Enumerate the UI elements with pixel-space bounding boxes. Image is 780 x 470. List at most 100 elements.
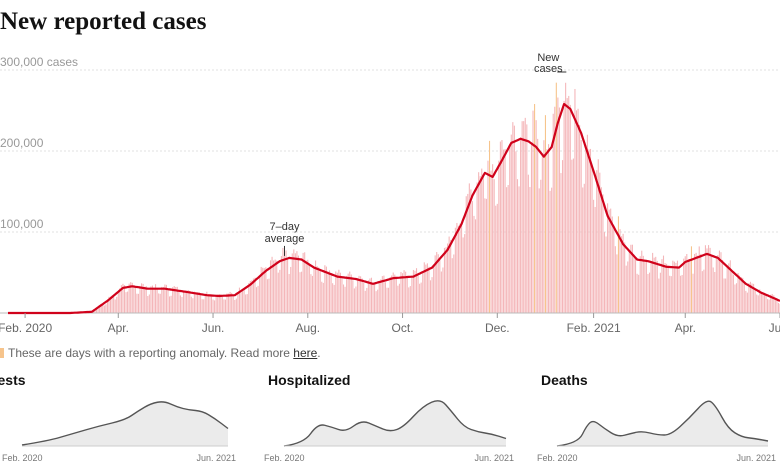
case-bar [103, 305, 105, 313]
case-bar [192, 298, 194, 313]
case-bar [419, 283, 421, 313]
case-bar [193, 291, 195, 313]
case-bar [701, 271, 703, 313]
case-bar [538, 188, 540, 313]
case-bar [557, 97, 559, 314]
case-bar [136, 293, 138, 313]
case-bar [95, 308, 98, 313]
case-bar [167, 289, 169, 313]
case-bar [698, 246, 700, 313]
case-bar [221, 296, 223, 313]
case-bar [478, 172, 480, 313]
anomaly-note-text: These are days with a reporting anomaly.… [8, 346, 294, 360]
case-bar [639, 256, 641, 313]
case-bar [389, 277, 391, 313]
case-bar [440, 271, 442, 313]
case-bar [148, 294, 150, 313]
x-tick-label: Feb. 2020 [0, 321, 52, 335]
case-bar [391, 275, 393, 313]
case-bar [600, 187, 602, 313]
case-bar [471, 201, 473, 313]
trend-line [21, 401, 229, 446]
case-bar [569, 104, 571, 313]
case-bar [100, 303, 102, 313]
case-bar [563, 100, 565, 313]
case-bar [597, 159, 599, 313]
case-bar [282, 247, 284, 313]
case-bar [768, 299, 770, 313]
case-bar [461, 223, 463, 313]
case-bar [661, 259, 663, 313]
case-bar [777, 302, 779, 313]
case-bar [520, 137, 522, 313]
case-bar [165, 284, 167, 313]
case-bar [499, 141, 501, 313]
case-bar [273, 260, 275, 313]
case-bar [423, 262, 425, 313]
case-bar [436, 252, 438, 313]
case-bar [608, 209, 610, 313]
case-bar [599, 172, 601, 313]
case-bar [613, 225, 615, 313]
case-bar [310, 274, 312, 313]
case-bar [580, 140, 582, 313]
case-bar [353, 288, 355, 313]
case-bar [468, 183, 470, 313]
case-bar [403, 270, 405, 313]
case-bar [240, 289, 242, 313]
case-bar [378, 282, 380, 313]
read-more-link[interactable]: here [293, 346, 318, 360]
case-bar [523, 121, 525, 314]
case-bar [683, 258, 685, 313]
case-bar [589, 148, 592, 313]
case-bar [401, 273, 404, 313]
case-bar [748, 283, 750, 313]
case-bar [773, 295, 775, 313]
case-bar [116, 296, 118, 313]
case-bar [283, 251, 286, 313]
case-bar [502, 149, 505, 313]
case-bar [204, 294, 206, 313]
x-tick-label: Oct. [392, 321, 414, 335]
case-bar [330, 275, 332, 313]
case-bar [510, 134, 512, 313]
x-tick-label: Feb. 2020 [264, 453, 305, 463]
case-bar [150, 286, 152, 313]
case-bar [109, 296, 112, 313]
case-bar [619, 229, 621, 313]
case-bar [285, 250, 287, 313]
annotation-label: New [537, 52, 559, 64]
case-bar [179, 295, 181, 313]
case-bar [288, 273, 290, 313]
case-bar [226, 293, 228, 313]
case-bar [426, 263, 428, 313]
case-bar [739, 275, 741, 313]
case-bar [383, 275, 385, 313]
case-bar [566, 98, 568, 314]
x-tick-label: Jun. 2021 [736, 453, 776, 463]
case-bar [381, 276, 383, 313]
case-bar [737, 273, 739, 313]
case-bar [723, 278, 725, 313]
case-bar [209, 294, 211, 313]
case-bar [122, 283, 124, 313]
case-bar [754, 289, 756, 313]
case-bar [676, 260, 679, 313]
x-tick-label: Feb. 2020 [537, 453, 578, 463]
case-bar [439, 259, 441, 313]
case-bar [220, 294, 222, 313]
case-bar [311, 275, 313, 313]
case-bar [151, 285, 154, 313]
case-bar [242, 289, 244, 313]
case-bar [304, 252, 306, 313]
case-bar [776, 299, 778, 313]
case-bar [224, 299, 227, 313]
case-bar [341, 277, 343, 313]
case-bar [622, 233, 624, 313]
case-bar [274, 259, 276, 313]
case-bar [206, 291, 208, 313]
case-bar [248, 283, 250, 313]
case-bar [375, 291, 377, 313]
case-bar [467, 193, 469, 313]
